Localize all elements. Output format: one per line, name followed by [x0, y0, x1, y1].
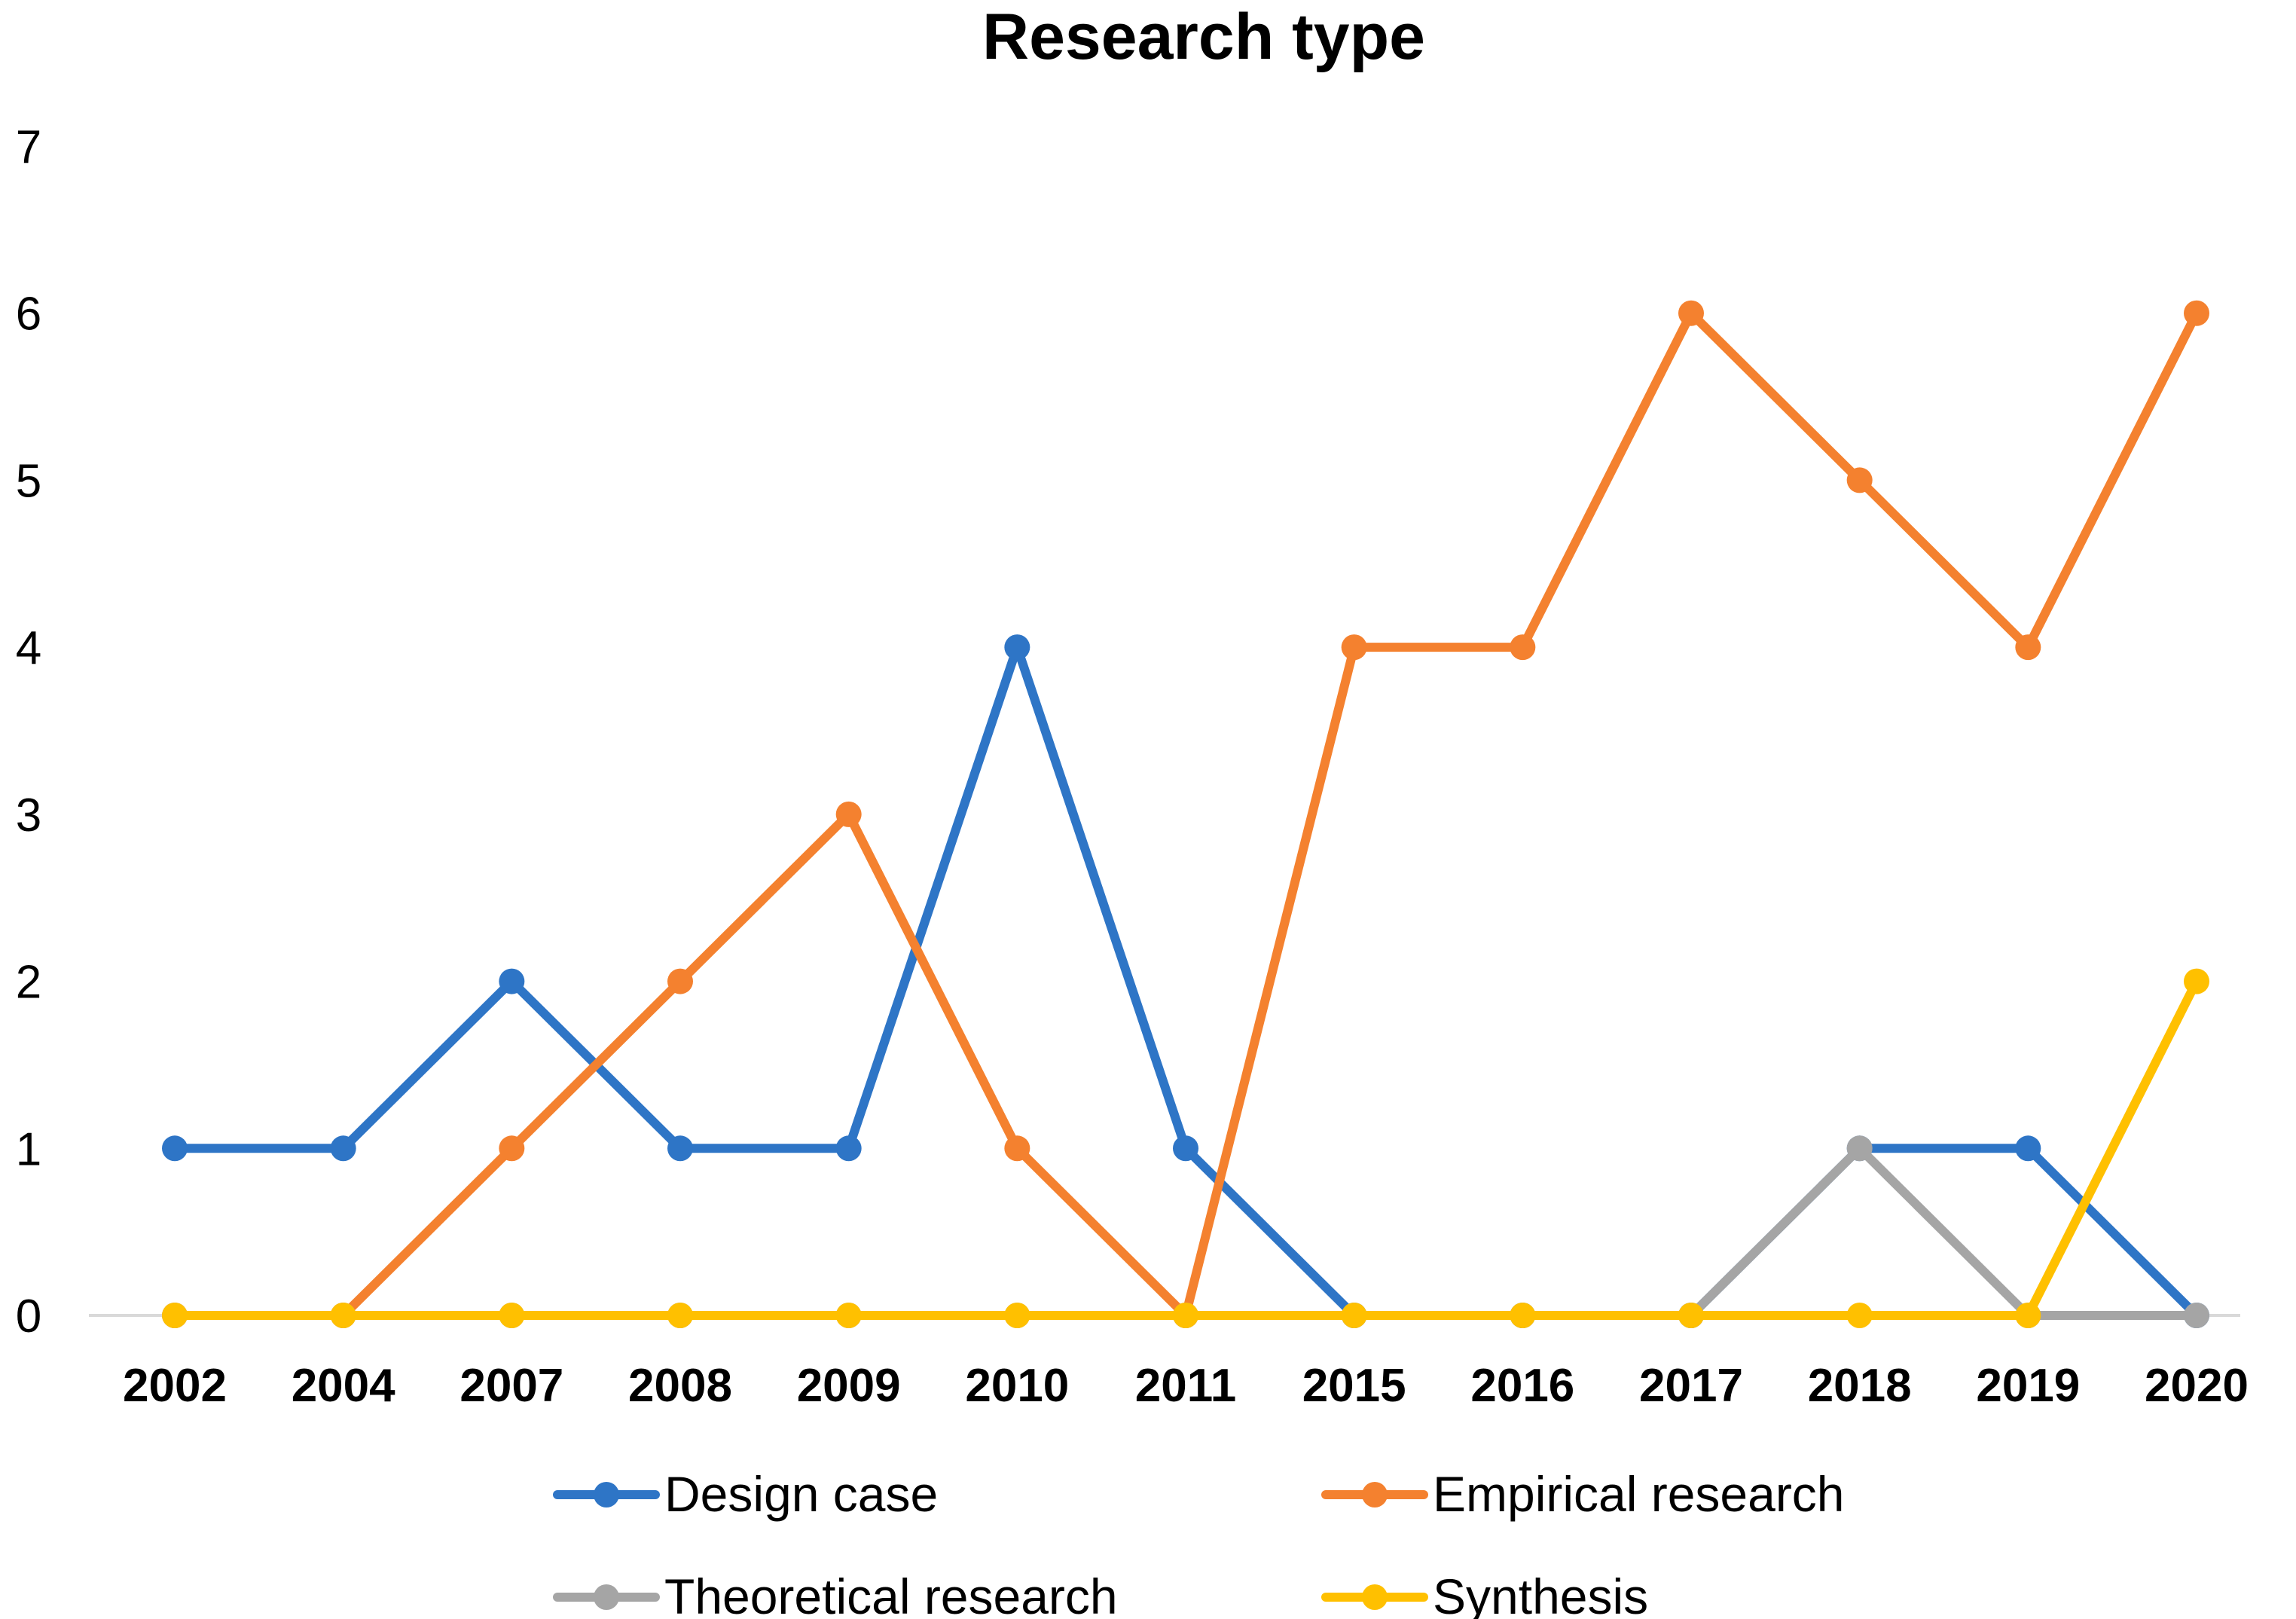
legend-swatch-marker	[594, 1482, 619, 1508]
data-point-empirical-research	[667, 968, 693, 994]
data-point-synthesis	[1004, 1303, 1030, 1328]
y-tick-label: 7	[16, 121, 41, 173]
y-axis: 0 1 2 3 4 5 6 7	[16, 121, 41, 1343]
legend-item-theoretical-research: Theoretical research	[553, 1569, 1118, 1619]
data-point-empirical-research	[2015, 634, 2041, 661]
data-point-design-case	[330, 1135, 356, 1162]
series-design-case	[162, 634, 2209, 1328]
x-tick-label: 2019	[1976, 1360, 2080, 1412]
data-point-synthesis	[835, 1303, 862, 1328]
data-point-empirical-research	[1510, 634, 1536, 661]
series-line-theoretical-research	[170, 1144, 2201, 1320]
chart-title: Research type	[982, 1, 1425, 73]
y-tick-label: 1	[16, 1123, 41, 1175]
data-point-synthesis	[162, 1303, 188, 1328]
data-point-synthesis	[1678, 1303, 1704, 1328]
x-axis: 2002 2004 2007 2008 2009 2010 2011 2015 2016 2017…	[123, 1360, 2249, 1412]
data-point-empirical-research	[1004, 1135, 1030, 1162]
legend-swatch-marker	[1362, 1584, 1388, 1610]
legend-label: Design case	[664, 1466, 938, 1522]
legend: Design case Empirical research Theoretical…	[553, 1466, 1845, 1619]
data-point-design-case	[2015, 1135, 2041, 1162]
y-tick-label: 5	[16, 455, 41, 507]
x-tick-label: 2018	[1808, 1360, 1912, 1412]
data-point-theoretical-research	[2184, 1303, 2209, 1328]
data-point-design-case	[162, 1135, 188, 1162]
data-point-synthesis	[1510, 1303, 1536, 1328]
legend-swatch-marker	[594, 1584, 619, 1610]
legend-label: Theoretical research	[664, 1569, 1118, 1619]
x-tick-label: 2011	[1135, 1360, 1237, 1412]
data-point-design-case	[499, 968, 525, 994]
x-tick-label: 2004	[292, 1360, 395, 1412]
y-tick-label: 6	[16, 289, 41, 341]
x-tick-label: 2020	[2145, 1360, 2249, 1412]
data-point-design-case	[1004, 634, 1030, 661]
y-tick-label: 0	[16, 1291, 41, 1343]
legend-label: Synthesis	[1433, 1569, 1648, 1619]
y-tick-label: 2	[16, 957, 41, 1009]
data-point-design-case	[667, 1135, 693, 1162]
data-point-synthesis	[330, 1303, 356, 1328]
legend-item-design-case: Design case	[553, 1466, 938, 1522]
data-point-synthesis	[1341, 1303, 1367, 1328]
data-point-design-case	[1173, 1135, 1198, 1162]
legend-item-empirical-research: Empirical research	[1321, 1466, 1845, 1522]
legend-swatch-marker	[1362, 1482, 1388, 1508]
data-point-theoretical-research	[1846, 1135, 1873, 1162]
data-point-synthesis	[1173, 1303, 1198, 1328]
plot-area	[162, 300, 2209, 1328]
data-point-synthesis	[2184, 968, 2209, 994]
data-point-synthesis	[667, 1303, 693, 1328]
x-tick-label: 2016	[1470, 1360, 1574, 1412]
series-line-design-case	[170, 643, 2201, 1320]
data-point-synthesis	[499, 1303, 525, 1328]
x-tick-label: 2017	[1639, 1360, 1743, 1412]
y-tick-label: 4	[16, 622, 41, 674]
data-point-empirical-research	[499, 1135, 525, 1162]
x-tick-label: 2008	[628, 1360, 732, 1412]
x-tick-label: 2002	[123, 1360, 227, 1412]
data-point-design-case	[835, 1135, 862, 1162]
data-point-empirical-research	[1341, 634, 1367, 661]
series-line-empirical-research	[170, 308, 2201, 1320]
series-empirical-research	[162, 300, 2209, 1328]
data-point-empirical-research	[1846, 467, 1873, 493]
legend-item-synthesis: Synthesis	[1321, 1569, 1648, 1619]
y-tick-label: 3	[16, 790, 41, 842]
data-point-empirical-research	[1678, 300, 1704, 326]
data-point-empirical-research	[835, 801, 862, 827]
x-tick-label: 2007	[460, 1360, 563, 1412]
data-point-empirical-research	[2184, 300, 2209, 326]
series-synthesis	[162, 968, 2209, 1328]
x-tick-label: 2009	[797, 1360, 901, 1412]
data-point-synthesis	[1846, 1303, 1873, 1328]
x-tick-label: 2010	[965, 1360, 1069, 1412]
x-tick-label: 2015	[1302, 1360, 1406, 1412]
data-point-synthesis	[2015, 1303, 2041, 1328]
legend-label: Empirical research	[1433, 1466, 1845, 1522]
